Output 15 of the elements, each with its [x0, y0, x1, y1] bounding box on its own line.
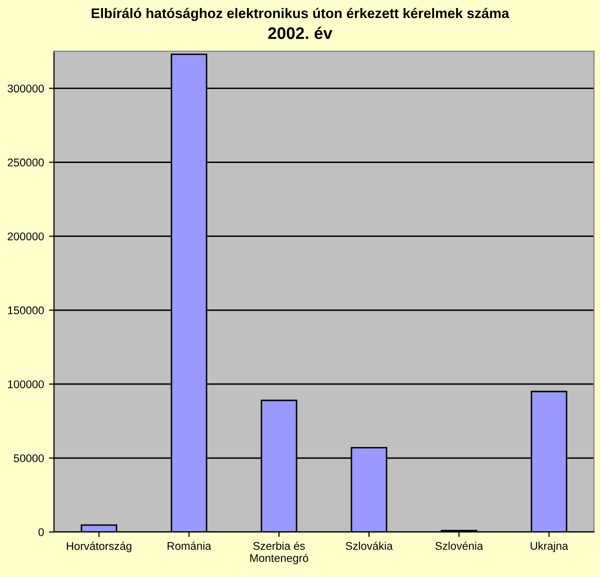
y-tick-label: 300000 — [8, 84, 44, 92]
y-tick-label: 50000 — [14, 454, 44, 462]
x-tick-label: Ukrajna — [530, 542, 568, 552]
x-tick-label: Szerbia és Montenegró — [250, 542, 308, 564]
chart-subtitle: 2002. év — [268, 26, 332, 40]
y-tick-label: 200000 — [8, 232, 44, 240]
y-tick-label: 0 — [38, 528, 44, 536]
x-tick-label: Horvátország — [66, 542, 132, 552]
y-tick-label: 100000 — [8, 380, 44, 388]
x-tick-label: Szlovénia — [435, 542, 484, 550]
chart-title: Elbíráló hatósághoz elektronikus úton érkezett kérelmek száma — [92, 8, 510, 21]
y-tick-label: 150000 — [8, 306, 44, 314]
x-tick-label: Szlovákia — [346, 542, 393, 550]
y-tick-label: 250000 — [8, 158, 44, 166]
x-tick-label: Románia — [168, 542, 212, 550]
